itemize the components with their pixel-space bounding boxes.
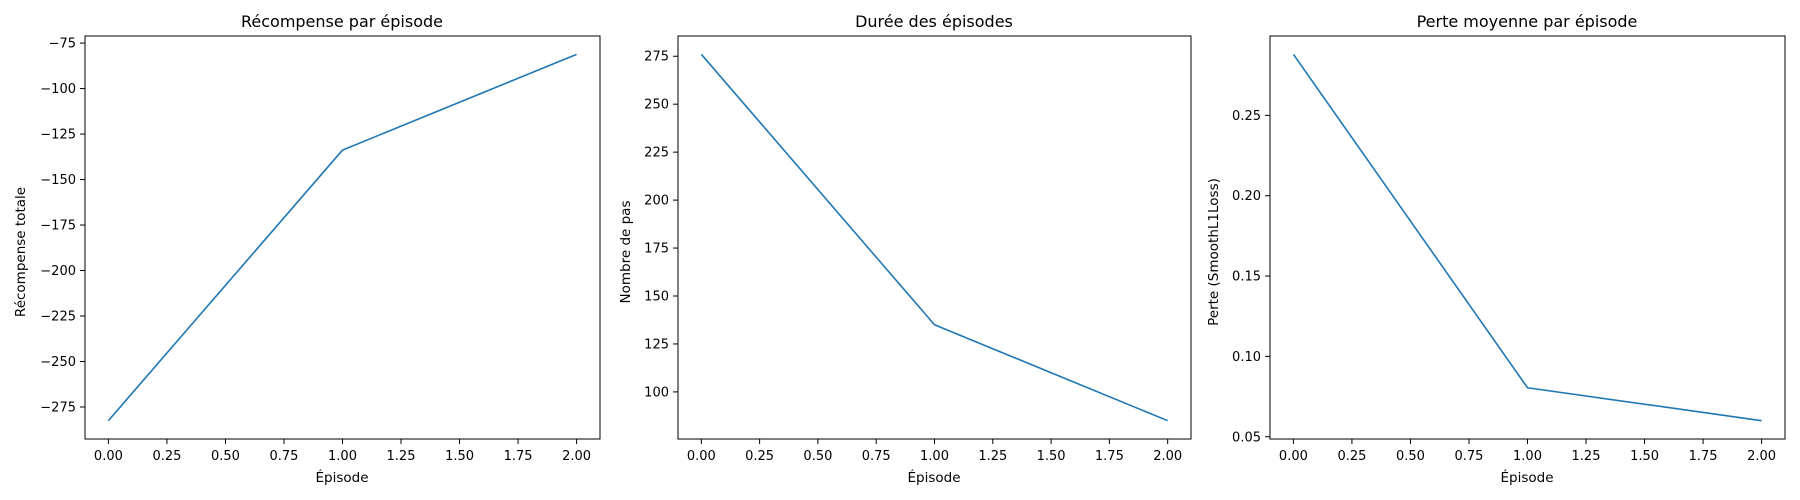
y-tick-label: 275 <box>644 50 669 65</box>
x-tick-label: 1.75 <box>1095 449 1124 464</box>
axes-frame <box>84 35 601 440</box>
x-tick-label: 1.75 <box>504 449 533 464</box>
x-tick-label: 0.75 <box>862 449 891 464</box>
y-tick-label: −175 <box>40 219 76 234</box>
y-tick-label: −250 <box>40 355 76 370</box>
x-tick-label: 0.25 <box>745 449 774 464</box>
y-tick-label: −200 <box>40 264 76 279</box>
x-tick-label: 0.00 <box>94 449 123 464</box>
x-tick-label: 0.75 <box>270 449 299 464</box>
x-tick-label: 1.25 <box>978 449 1007 464</box>
y-tick-label: −225 <box>40 310 76 325</box>
series-line-0 <box>700 53 1168 422</box>
y-tick-label: 0.15 <box>1232 270 1261 285</box>
x-tick-label: 2.00 <box>1747 449 1776 464</box>
x-tick-label: 1.00 <box>1513 449 1542 464</box>
x-tick-label: 1.25 <box>387 449 416 464</box>
x-axis-label: Épisode <box>1500 469 1553 486</box>
x-tick-label: 0.50 <box>211 449 240 464</box>
y-tick-label: 100 <box>644 385 669 400</box>
y-axis-label: Perte (SmoothL1Loss) <box>1206 178 1222 326</box>
x-tick-label: 0.00 <box>687 449 716 464</box>
chart-title: Perte moyenne par épisode <box>1417 12 1638 31</box>
x-tick-label: 1.00 <box>920 449 949 464</box>
x-tick-label: 0.50 <box>1396 449 1425 464</box>
x-tick-label: 1.50 <box>1037 449 1066 464</box>
x-tick-label: 0.50 <box>803 449 832 464</box>
x-axis-label: Épisode <box>907 469 960 486</box>
y-tick-label: 150 <box>644 290 669 305</box>
y-tick-label: 175 <box>644 242 669 257</box>
y-tick-label: 0.10 <box>1232 350 1261 365</box>
x-tick-label: 0.25 <box>1337 449 1366 464</box>
y-tick-label: −275 <box>40 400 76 415</box>
x-tick-label: 2.00 <box>1153 449 1182 464</box>
x-tick-label: 1.75 <box>1689 449 1718 464</box>
chart-panel-loss: Perte moyenne par épisode Épisode Perte … <box>1206 12 1786 486</box>
y-tick-label: −100 <box>40 82 76 97</box>
x-tick-label: 1.50 <box>445 449 474 464</box>
chart-panel-duration: Durée des épisodes Épisode Nombre de pas… <box>618 12 1192 486</box>
chart-title: Récompense par épisode <box>241 12 443 31</box>
x-axis-label: Épisode <box>315 469 368 486</box>
y-tick-label: 250 <box>644 98 669 113</box>
y-axis-label: Nombre de pas <box>618 201 634 304</box>
series-line-0 <box>107 53 577 422</box>
y-tick-label: 0.25 <box>1232 109 1261 124</box>
x-tick-label: 1.50 <box>1630 449 1659 464</box>
x-tick-label: 0.75 <box>1455 449 1484 464</box>
y-tick-label: 225 <box>644 146 669 161</box>
chart-title: Durée des épisodes <box>855 12 1013 31</box>
y-tick-label: −125 <box>40 128 76 143</box>
x-tick-label: 0.00 <box>1279 449 1308 464</box>
y-tick-label: −75 <box>49 37 76 52</box>
chart-panel-reward: Récompense par épisode Épisode Récompens… <box>13 12 601 486</box>
x-tick-label: 2.00 <box>562 449 591 464</box>
y-tick-label: 125 <box>644 337 669 352</box>
axes-frame <box>677 35 1192 440</box>
series-line-0 <box>1292 53 1762 422</box>
x-tick-label: 1.00 <box>328 449 357 464</box>
y-tick-label: 0.20 <box>1232 189 1261 204</box>
x-tick-label: 1.25 <box>1572 449 1601 464</box>
y-tick-label: −150 <box>40 173 76 188</box>
x-tick-label: 0.25 <box>152 449 181 464</box>
axes-frame <box>1269 35 1786 440</box>
y-axis-label: Récompense totale <box>13 187 29 317</box>
y-tick-label: 0.05 <box>1232 430 1261 445</box>
y-tick-label: 200 <box>644 194 669 209</box>
